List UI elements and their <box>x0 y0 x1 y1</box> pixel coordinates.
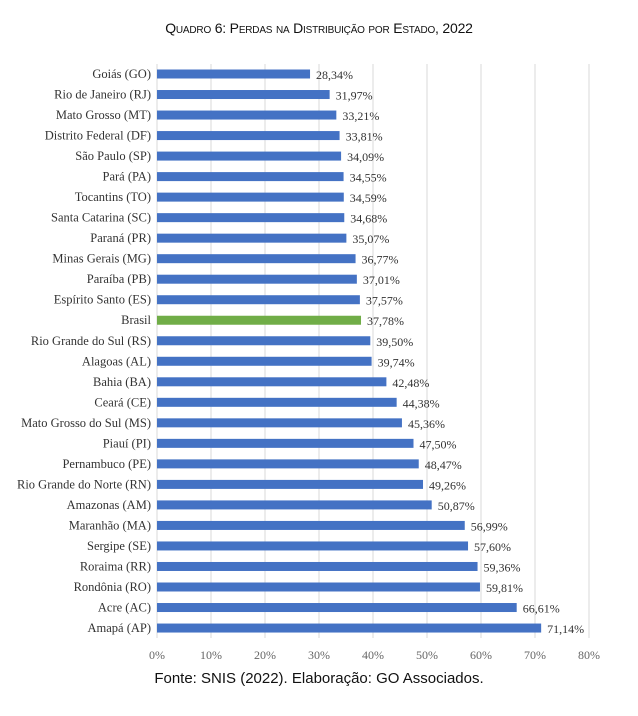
labels: 0% 10% 20% 30% 40% 50% 60% 70% 80% Goiás (GO) 28,3… <box>17 67 600 662</box>
data-label: 33,81% <box>346 130 383 144</box>
category-label: Amapá (AP) <box>87 621 151 635</box>
category-label: Goiás (GO) <box>92 67 151 81</box>
data-label: 56,99% <box>471 519 508 533</box>
data-label: 45,36% <box>408 417 445 431</box>
data-label: 28,34% <box>316 68 353 82</box>
category-label: Alagoas (AL) <box>82 354 151 368</box>
bar <box>157 233 347 243</box>
data-label: 37,78% <box>367 314 404 328</box>
category-label: Pernambuco (PE) <box>62 457 151 471</box>
category-label: Paraná (PR) <box>90 231 151 245</box>
bar <box>157 254 356 264</box>
bar <box>157 336 371 346</box>
x-tick-label: 50% <box>416 648 438 662</box>
category-label: Bahia (BA) <box>93 375 151 389</box>
data-label: 34,59% <box>350 191 387 205</box>
category-label: Brasil <box>121 313 151 327</box>
chart-title: Quadro 6: Perdas na Distribuição por Est… <box>165 20 473 36</box>
bar <box>157 69 311 79</box>
bar <box>157 213 345 223</box>
data-label: 35,07% <box>352 232 389 246</box>
data-label: 71,14% <box>547 622 584 636</box>
data-label: 44,38% <box>403 396 440 410</box>
x-tick-label: 20% <box>254 648 276 662</box>
x-tick-label: 40% <box>362 648 384 662</box>
bar <box>157 110 337 120</box>
data-label: 59,36% <box>484 560 521 574</box>
bar <box>157 131 340 141</box>
bar <box>157 479 424 489</box>
category-label: Tocantins (TO) <box>75 190 151 204</box>
bar <box>157 623 542 633</box>
category-label: Rio Grande do Norte (RN) <box>17 477 151 491</box>
category-label: Minas Gerais (MG) <box>52 252 151 266</box>
bar <box>157 377 387 387</box>
x-tick-label: 30% <box>308 648 330 662</box>
bar <box>157 397 397 407</box>
category-label: São Paulo (SP) <box>75 149 151 163</box>
category-label: Rondônia (RO) <box>74 580 151 594</box>
category-label: Ceará (CE) <box>94 395 151 409</box>
category-label: Maranhão (MA) <box>69 518 151 532</box>
data-label: 47,50% <box>420 437 457 451</box>
x-tick-label: 0% <box>149 648 165 662</box>
data-label: 50,87% <box>438 499 475 513</box>
bar <box>157 90 330 100</box>
category-label: Paraíba (PB) <box>87 272 151 286</box>
category-label: Rio de Janeiro (RJ) <box>54 88 151 102</box>
category-label: Santa Catarina (SC) <box>51 211 151 225</box>
bar <box>157 603 517 613</box>
data-label: 57,60% <box>474 540 511 554</box>
bar <box>157 500 432 510</box>
category-label: Mato Grosso do Sul (MS) <box>21 416 151 430</box>
x-tick-label: 70% <box>524 648 546 662</box>
data-label: 49,26% <box>429 478 466 492</box>
data-label: 37,57% <box>366 294 403 308</box>
category-label: Sergipe (SE) <box>87 539 151 553</box>
category-label: Piauí (PI) <box>103 436 151 450</box>
bar <box>157 541 469 551</box>
data-label: 59,81% <box>486 581 523 595</box>
data-label: 39,74% <box>378 355 415 369</box>
category-label: Espírito Santo (ES) <box>54 293 151 307</box>
category-label: Mato Grosso (MT) <box>56 108 151 122</box>
category-label: Roraima (RR) <box>80 559 151 573</box>
bar <box>157 582 480 592</box>
data-label: 39,50% <box>376 335 413 349</box>
data-label: 66,61% <box>523 602 560 616</box>
bar <box>157 295 360 305</box>
data-label: 31,97% <box>336 89 373 103</box>
bar <box>157 459 419 469</box>
bar <box>157 418 402 428</box>
x-tick-label: 80% <box>578 648 600 662</box>
x-tick-label: 10% <box>200 648 222 662</box>
data-label: 33,21% <box>342 109 379 123</box>
category-label: Pará (PA) <box>103 170 152 184</box>
bar <box>157 192 344 202</box>
bar <box>157 274 357 284</box>
bars <box>157 69 542 633</box>
data-label: 34,55% <box>350 171 387 185</box>
bar <box>157 438 414 448</box>
bar <box>157 356 372 366</box>
data-label: 42,48% <box>392 376 429 390</box>
data-label: 34,68% <box>350 212 387 226</box>
category-label: Acre (AC) <box>98 601 151 615</box>
bar <box>157 315 362 325</box>
category-label: Rio Grande do Sul (RS) <box>31 334 151 348</box>
bar <box>157 520 465 530</box>
data-label: 36,77% <box>362 253 399 267</box>
bar <box>157 172 344 182</box>
bar <box>157 561 478 571</box>
category-label: Amazonas (AM) <box>67 498 151 512</box>
data-label: 48,47% <box>425 458 462 472</box>
category-label: Distrito Federal (DF) <box>45 129 151 143</box>
data-label: 37,01% <box>363 273 400 287</box>
data-label: 34,09% <box>347 150 384 164</box>
bar <box>157 151 342 161</box>
chart-source: Fonte: SNIS (2022). Elaboração: GO Assoc… <box>154 670 484 687</box>
x-tick-label: 60% <box>470 648 492 662</box>
